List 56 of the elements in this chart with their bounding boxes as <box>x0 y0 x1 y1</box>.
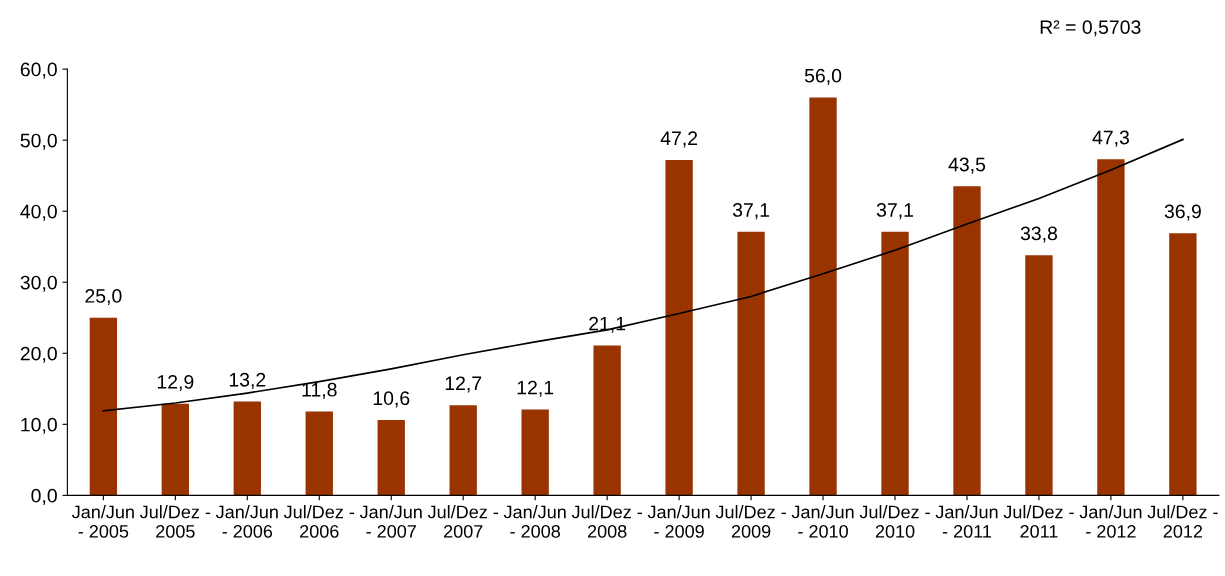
data-label: 56,0 <box>804 68 842 85</box>
bar <box>161 403 189 496</box>
y-tick-label: 60,0 <box>20 62 57 79</box>
x-tick-label: Jan/Jun - 2008 <box>503 505 566 538</box>
data-label: 47,2 <box>660 131 698 148</box>
bar <box>1097 159 1125 496</box>
x-tick-label: Jan/Jun - 2006 <box>215 505 278 538</box>
bar <box>1025 255 1053 496</box>
x-tick-label: Jan/Jun - 2009 <box>647 505 710 538</box>
data-label: 12,7 <box>445 376 482 393</box>
y-tick-label: 40,0 <box>20 204 57 221</box>
data-label: 33,8 <box>1020 226 1058 243</box>
x-tick-label: Jan/Jun - 2010 <box>791 505 854 538</box>
y-tick-label: 50,0 <box>20 133 57 150</box>
data-label: 47,3 <box>1092 130 1129 147</box>
bar <box>305 411 333 496</box>
bar <box>449 405 477 496</box>
bar <box>593 345 621 496</box>
bar <box>1169 233 1197 496</box>
data-label: 25,0 <box>85 289 122 306</box>
data-label: 12,1 <box>517 380 554 397</box>
bar <box>809 97 837 496</box>
data-label: 36,9 <box>1164 204 1201 221</box>
x-tick-label: Jan/Jun - 2011 <box>935 505 998 538</box>
bar <box>953 186 981 496</box>
data-label: 37,1 <box>876 203 913 220</box>
x-tick-label: Jul/Dez - 2005 <box>139 505 211 538</box>
x-tick-label: Jan/Jun - 2005 <box>72 505 134 538</box>
data-label: 37,1 <box>732 203 770 220</box>
y-tick-label: 30,0 <box>20 275 57 292</box>
bar <box>89 317 118 496</box>
x-tick-label: Jan/Jun - 2007 <box>359 505 422 538</box>
x-tick-label: Jan/Jun - 2012 <box>1079 505 1142 538</box>
x-tick-label: Jul/Dez - 2007 <box>427 505 499 538</box>
y-tick-label: 10,0 <box>21 417 57 434</box>
x-tick-label: Jul/Dez - 2009 <box>715 505 786 538</box>
bar <box>233 401 261 496</box>
bar <box>377 420 405 496</box>
x-tick-label: Jul/Dez - 2008 <box>571 505 642 538</box>
data-label: 21,1 <box>589 316 626 333</box>
data-label: 11,8 <box>302 382 337 399</box>
x-tick-label: Jul/Dez - 2012 <box>1147 505 1218 538</box>
bar <box>737 231 765 496</box>
y-tick-label: 0,0 <box>31 488 57 505</box>
data-label: 12,9 <box>157 374 194 392</box>
y-tick-label: 20,0 <box>20 346 57 363</box>
data-label: 13,2 <box>229 372 266 389</box>
x-tick-label: Jul/Dez - 2010 <box>859 505 930 538</box>
bar <box>521 409 549 496</box>
data-label: 10,6 <box>373 391 410 408</box>
data-label: 43,5 <box>948 157 986 174</box>
x-tick-label: Jul/Dez - 2011 <box>1003 505 1074 538</box>
bar <box>881 231 909 496</box>
bar <box>665 160 693 496</box>
x-tick-label: Jul/Dez - 2006 <box>283 505 355 538</box>
text: R² = 0,5703 <box>1040 20 1141 37</box>
